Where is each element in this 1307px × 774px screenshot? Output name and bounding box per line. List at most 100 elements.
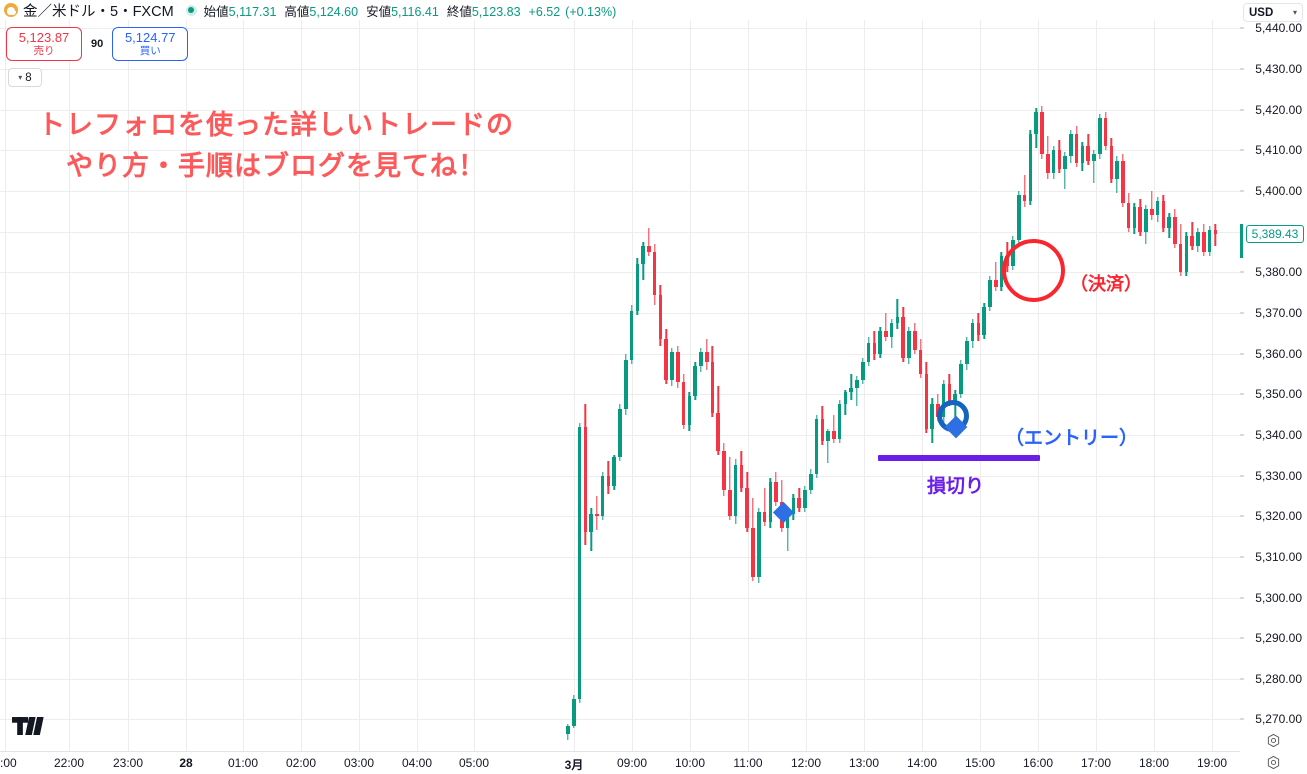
candlestick (1178, 223, 1183, 277)
grid-line-h (0, 638, 1240, 639)
time-scale[interactable]: 1:00 22:00 23:00 28 01:00 02:00 03:00 04:00 05:0… (0, 752, 1307, 774)
grid-line-v (806, 0, 807, 752)
price-tick: 5,340.00 (1255, 427, 1302, 442)
candlestick (612, 455, 617, 490)
candlestick (745, 471, 749, 533)
candlestick (855, 376, 859, 407)
candlestick (687, 392, 692, 431)
candlestick (664, 329, 669, 385)
buy-label: 買い (139, 45, 161, 57)
price-tick-dash (1240, 515, 1244, 517)
candlestick (600, 471, 605, 521)
candlestick (1149, 191, 1154, 220)
lot-size-selector[interactable]: ▾ 8 (8, 68, 42, 87)
price-tick-dash (1240, 109, 1244, 111)
currency-label: USD (1249, 6, 1274, 19)
price-tick-dash (1240, 27, 1244, 29)
candlestick (826, 428, 830, 464)
price-scale[interactable]: 5,440.00 5,430.00 5,420.00 5,410.00 5,400.00… (1240, 0, 1307, 752)
candlestick (722, 443, 726, 496)
symbol-title[interactable]: 金／米ドル・5・FXCM (23, 3, 174, 20)
grid-line-v (128, 0, 129, 752)
grid-line-v (1212, 0, 1213, 752)
price-tick-dash (1240, 718, 1244, 720)
candlestick (930, 398, 934, 444)
candlestick (878, 327, 882, 358)
open-label: 始値 (203, 4, 229, 19)
candlestick (918, 339, 923, 379)
candlestick (670, 347, 674, 387)
spread-value: 90 (91, 38, 104, 50)
grid-line-h (0, 110, 1240, 111)
candlestick (1057, 140, 1062, 173)
time-tick: 09:00 (616, 756, 648, 770)
promo-line-2: やり方・手順はブログを見てね！ (66, 151, 486, 181)
candlestick (866, 337, 871, 366)
candlestick (803, 485, 807, 513)
grid-line-v (5, 0, 6, 752)
candlestick (751, 497, 755, 582)
candlestick (739, 451, 744, 492)
price-tick-dash (1240, 678, 1244, 680)
candlestick (1022, 174, 1027, 208)
exit-label: （決済） (1070, 274, 1142, 294)
price-tick: 5,280.00 (1255, 671, 1302, 686)
sell-button[interactable]: 5,123.87 売り (6, 27, 82, 61)
price-tick: 5,330.00 (1255, 468, 1302, 483)
time-tick: 14:00 (906, 756, 938, 770)
candlestick (1069, 130, 1073, 163)
candlestick (681, 373, 686, 429)
candlestick (785, 508, 790, 551)
grid-line-v (980, 0, 981, 752)
candlestick (970, 319, 975, 348)
candlestick (843, 390, 848, 415)
price-tick-dash (1240, 475, 1244, 477)
promo-annotation-text: トレフォロを使った詳しいトレードの やり方・手順はブログを見てね！ (26, 105, 526, 187)
candlestick (1040, 105, 1044, 159)
price-tick-dash (1240, 68, 1244, 70)
candlestick (797, 487, 801, 513)
grid-line-h (0, 313, 1240, 314)
candlestick (837, 400, 842, 444)
price-tick: 5,440.00 (1255, 21, 1302, 36)
candlestick (1074, 126, 1079, 167)
grid-line-v (748, 0, 749, 752)
grid-line-h (0, 394, 1240, 395)
price-tick: 5,320.00 (1255, 509, 1302, 524)
candlestick (884, 312, 888, 342)
candlestick (889, 319, 894, 348)
candlestick (872, 331, 877, 360)
price-tick: 5,430.00 (1255, 62, 1302, 77)
candlestick (1173, 209, 1177, 248)
time-tick: 17:00 (1080, 756, 1112, 770)
grid-line-h (0, 150, 1240, 151)
price-scale-settings-icon[interactable] (1265, 732, 1282, 749)
candlestick (1086, 134, 1090, 165)
lot-size-value: 8 (25, 71, 32, 84)
candlestick (907, 327, 911, 364)
grid-line-v (359, 0, 360, 752)
candlestick (1190, 221, 1195, 250)
candlestick (652, 243, 657, 305)
currency-selector[interactable]: USD ▾ (1243, 3, 1303, 22)
entry-label: （エントリー） (1005, 428, 1139, 449)
sell-label: 売り (33, 45, 55, 57)
time-tick: 05:00 (458, 756, 490, 770)
open-value: 5,117.31 (228, 4, 277, 19)
price-tick-dash (1240, 556, 1244, 558)
candlestick (1138, 199, 1142, 236)
candlestick (1132, 203, 1137, 234)
chevron-down-icon: ▾ (1292, 8, 1297, 17)
time-scale-settings-icon[interactable] (1265, 754, 1282, 771)
buy-button[interactable]: 5,124.77 買い (112, 27, 189, 61)
price-tick-dash (1240, 312, 1244, 314)
candlestick (1202, 223, 1206, 257)
low-label: 安値 (366, 4, 392, 19)
time-tick: 15:00 (964, 756, 996, 770)
tradingview-logo[interactable] (12, 716, 46, 742)
sell-price: 5,123.87 (18, 30, 70, 45)
candlestick (641, 241, 645, 281)
candlestick (1213, 223, 1218, 246)
candlestick (647, 227, 651, 257)
